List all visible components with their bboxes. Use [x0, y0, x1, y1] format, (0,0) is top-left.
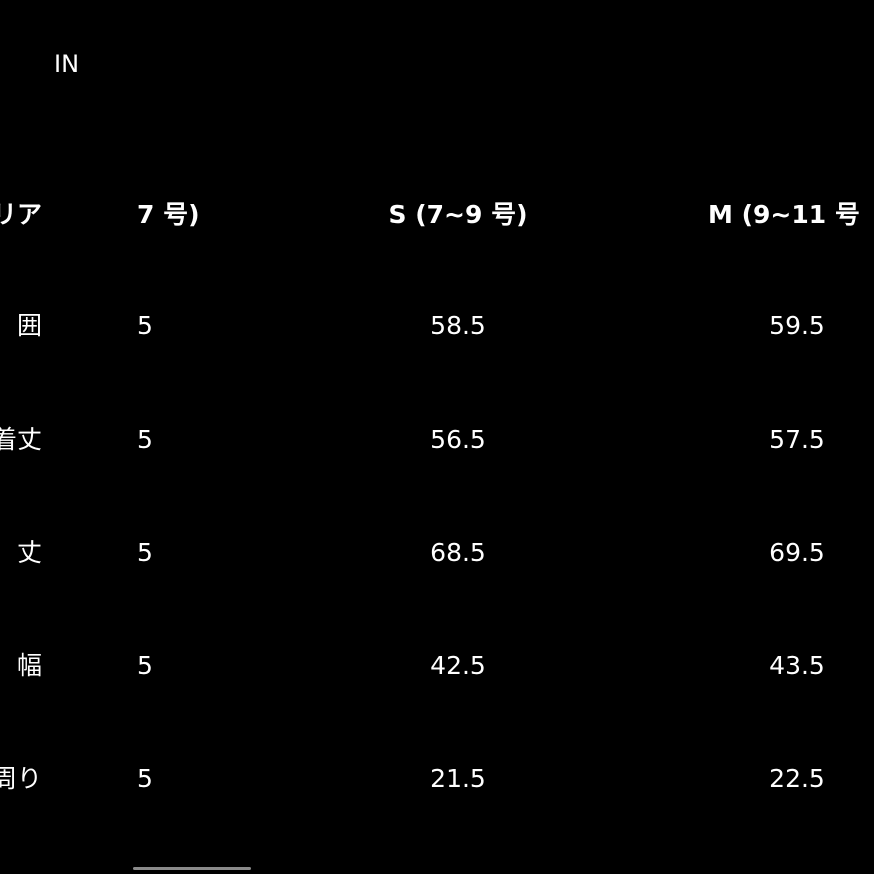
cell: 56.5 — [430, 425, 486, 454]
cell: 68.5 — [430, 538, 486, 567]
cell: 57.5 — [769, 425, 825, 454]
row-label: 丈 — [16, 538, 42, 567]
cell: 43.5 — [769, 651, 825, 680]
row-label: 幅 — [16, 651, 42, 680]
cell: 42.5 — [430, 651, 486, 680]
header-cell: S (7~9 号) — [388, 200, 528, 229]
cell: 22.5 — [769, 764, 825, 793]
cell: 59.5 — [769, 311, 825, 340]
row-label: 囲 — [16, 311, 42, 340]
unit-toggle[interactable]: IN — [54, 50, 80, 78]
cell: 5 — [137, 311, 153, 340]
cell: 69.5 — [769, 538, 825, 567]
header-cell: 7 号) — [137, 200, 200, 229]
row-label: 周り — [0, 764, 42, 793]
cell: 21.5 — [430, 764, 486, 793]
cell: 58.5 — [430, 311, 486, 340]
header-cell: リア — [0, 200, 42, 229]
header-cell: M (9~11 号 — [708, 200, 860, 229]
cell: 5 — [137, 764, 153, 793]
cell: 5 — [137, 425, 153, 454]
scrollbar — [133, 867, 251, 870]
row-label: 着丈 — [0, 425, 42, 454]
cell: 5 — [137, 538, 153, 567]
cell: 5 — [137, 651, 153, 680]
